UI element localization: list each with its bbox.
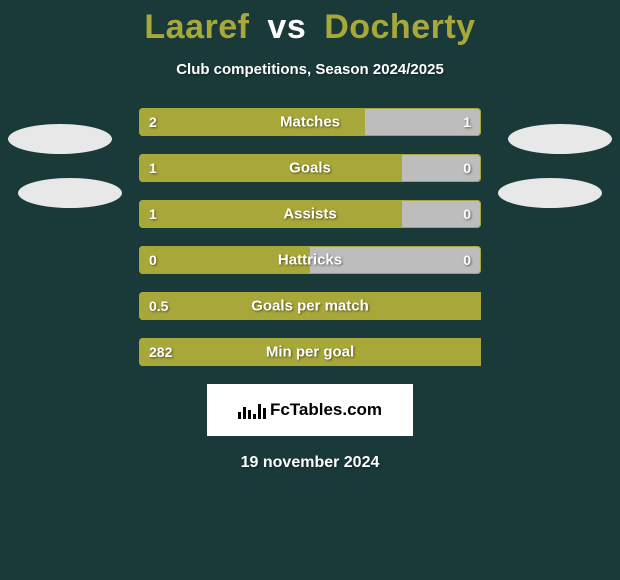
brand-bar — [238, 412, 241, 419]
stat-value-left: 282 — [149, 344, 172, 360]
brand-bar — [263, 408, 266, 419]
player2-avatar-1 — [508, 124, 612, 154]
stat-row: Assists 1 0 — [139, 200, 481, 228]
stat-value-left: 0 — [149, 252, 157, 268]
stat-value-right: 0 — [463, 252, 471, 268]
player2-name: Docherty — [324, 8, 475, 46]
stat-row: Goals 1 0 — [139, 154, 481, 182]
stat-label: Hattricks — [278, 252, 342, 269]
brand-text: FcTables.com — [270, 400, 382, 420]
stat-value-left: 1 — [149, 160, 157, 176]
header: Laaref vs Docherty Club competitions, Se… — [0, 0, 620, 78]
page-title: Laaref vs Docherty — [0, 8, 620, 47]
stat-row: Matches 2 1 — [139, 108, 481, 136]
brand-bar — [248, 410, 251, 419]
stat-value-right: 0 — [463, 206, 471, 222]
stat-rows: Matches21Goals10Assists10Hattricks00Goal… — [139, 108, 481, 366]
stat-value-left: 1 — [149, 206, 157, 222]
brand-bar — [243, 407, 246, 419]
brand-bar — [253, 414, 256, 419]
stat-label: Assists — [283, 206, 336, 223]
player1-avatar-1 — [8, 124, 112, 154]
brand-bar — [258, 404, 261, 419]
brand-badge: FcTables.com — [207, 384, 413, 436]
brand-inner: FcTables.com — [238, 400, 382, 420]
stat-value-left: 0.5 — [149, 298, 168, 314]
bar-left — [139, 200, 402, 228]
stat-label: Goals per match — [251, 298, 369, 315]
stat-label: Min per goal — [266, 344, 354, 361]
stat-label: Matches — [280, 114, 340, 131]
date-line: 19 november 2024 — [0, 454, 620, 472]
stat-row: Goals per match 0.5 — [139, 292, 481, 320]
stat-value-right: 0 — [463, 160, 471, 176]
comparison-chart: Matches21Goals10Assists10Hattricks00Goal… — [0, 108, 620, 366]
stat-value-left: 2 — [149, 114, 157, 130]
player2-avatar-2 — [498, 178, 602, 208]
player1-avatar-2 — [18, 178, 122, 208]
brand-bars-icon — [238, 401, 266, 419]
subtitle: Club competitions, Season 2024/2025 — [0, 61, 620, 78]
stat-label: Goals — [289, 160, 331, 177]
bar-left — [139, 154, 402, 182]
player1-name: Laaref — [144, 8, 249, 46]
stat-row: Min per goal 282 — [139, 338, 481, 366]
stat-row: Hattricks 0 0 — [139, 246, 481, 274]
vs-text: vs — [267, 8, 306, 46]
stat-value-right: 1 — [463, 114, 471, 130]
